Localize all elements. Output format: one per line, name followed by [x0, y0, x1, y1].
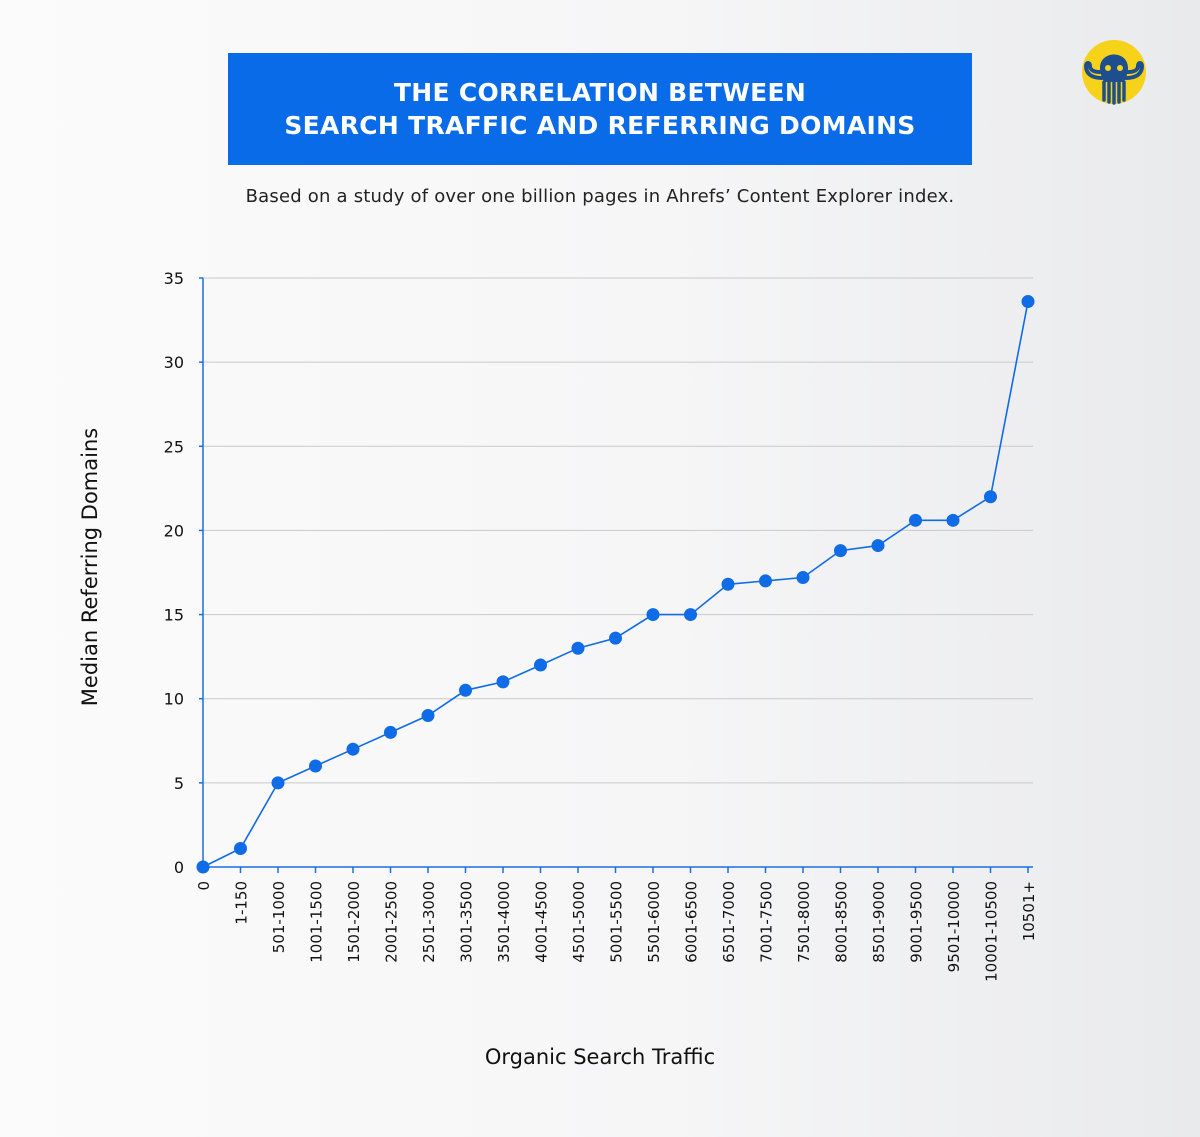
x-tick-label: 8001-8500	[833, 881, 851, 963]
x-tick-label: 501-1000	[270, 881, 288, 953]
y-tick-label: 35	[164, 269, 184, 288]
octopus-right-tentacle	[1124, 61, 1145, 80]
title-banner: THE CORRELATION BETWEEN SEARCH TRAFFIC A…	[228, 53, 972, 165]
x-tick-label: 5001-5500	[608, 881, 626, 963]
x-tick-label: 4501-5000	[570, 881, 588, 963]
y-axis-title: Median Referring Domains	[78, 428, 102, 706]
chart-title-line-2: SEARCH TRAFFIC AND REFERRING DOMAINS	[284, 111, 916, 140]
octopus-mascot-icon	[1082, 40, 1146, 105]
data-point	[609, 631, 622, 645]
data-point	[646, 608, 660, 622]
data-point	[421, 709, 435, 723]
x-tick-label: 2001-2500	[383, 881, 401, 963]
octopus-head	[1100, 54, 1128, 82]
octopus-left-tentacle	[1083, 61, 1104, 80]
data-point	[759, 574, 772, 588]
octopus-lower-tentacles	[1102, 80, 1126, 105]
data-point	[571, 641, 585, 655]
x-tick-label: 9501-10000	[945, 881, 963, 972]
series-line	[202, 301, 1029, 868]
x-tick-label: 6501-7000	[720, 881, 738, 963]
data-point	[909, 513, 922, 527]
octopus-eye-left	[1105, 65, 1111, 71]
octopus-eye-right	[1117, 65, 1123, 71]
x-tick-label: 0	[195, 881, 213, 891]
x-tick-label: 3001-3500	[458, 881, 476, 963]
x-tick-label: 10501+	[1020, 881, 1038, 941]
data-point	[459, 683, 472, 697]
x-tick-label: 1001-1500	[308, 881, 326, 963]
data-point	[271, 776, 285, 790]
x-tick-label: 3501-4000	[495, 881, 513, 963]
data-point	[534, 658, 547, 672]
data-point	[684, 608, 697, 622]
data-point	[196, 860, 210, 874]
data-point	[384, 725, 397, 739]
x-tick-label: 6001-6500	[683, 881, 701, 963]
x-tick-label: 8501-9000	[870, 881, 888, 963]
x-tick-label: 1-150	[233, 881, 251, 925]
x-tick-label: 7501-8000	[795, 881, 813, 963]
y-tick-label: 10	[164, 690, 184, 709]
y-tick-label: 15	[164, 606, 184, 625]
x-tick-label: 5501-6000	[645, 881, 663, 963]
chart-subtitle: Based on a study of over one billion pag…	[245, 186, 955, 207]
data-point	[1021, 295, 1035, 309]
y-tick-label: 20	[164, 521, 184, 540]
data-point	[871, 539, 885, 553]
data-point	[496, 675, 510, 689]
x-tick-label: 9001-9500	[908, 881, 926, 963]
x-tick-label: 4001-4500	[533, 881, 551, 963]
chart-title-line-1: THE CORRELATION BETWEEN	[393, 78, 807, 107]
data-point	[796, 571, 810, 585]
y-tick-label: 0	[174, 858, 184, 877]
data-point	[834, 544, 847, 558]
x-axis-title: Organic Search Traffic	[485, 1045, 715, 1069]
x-tick-label: 2501-3000	[420, 881, 438, 963]
x-tick-label: 1501-2000	[345, 881, 363, 963]
y-tick-label: 25	[164, 437, 184, 456]
data-point	[309, 759, 322, 773]
y-tick-label: 30	[164, 353, 184, 372]
data-point	[946, 513, 960, 527]
x-tick-label: 10001-10500	[983, 881, 1001, 982]
y-tick-label: 5	[174, 774, 184, 793]
data-point	[721, 577, 735, 591]
data-point	[346, 742, 360, 756]
data-point	[234, 841, 247, 855]
x-tick-label: 7001-7500	[758, 881, 776, 963]
data-point	[984, 490, 997, 504]
